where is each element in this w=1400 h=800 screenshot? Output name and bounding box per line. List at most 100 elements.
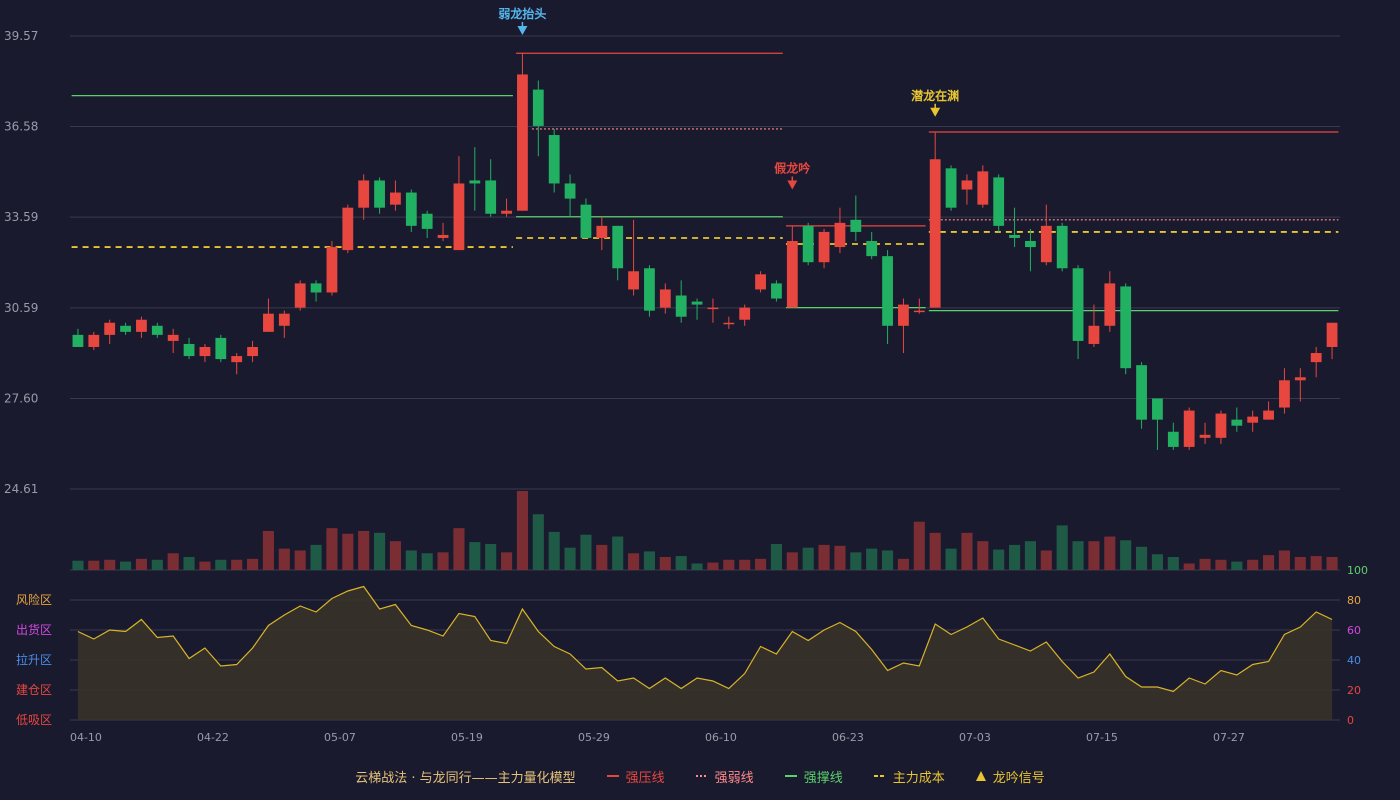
volume-bar — [310, 544, 322, 570]
legend-main-cost[interactable]: 主力成本 — [873, 767, 945, 786]
x-tick-label: 05-19 — [451, 731, 483, 744]
legend-label: 强撑线 — [803, 770, 843, 786]
candle-body — [834, 222, 846, 248]
volume-bar — [723, 559, 735, 570]
volume-bar — [199, 561, 211, 570]
price-tick-label: 27.60 — [4, 391, 38, 405]
volume-bar — [1024, 541, 1036, 570]
volume-bar — [358, 530, 370, 570]
x-tick-label: 07-03 — [959, 731, 991, 744]
volume-bar — [1247, 559, 1259, 570]
volume-bar — [1040, 550, 1052, 570]
volume-bar — [1151, 554, 1163, 570]
candlestick-chart: 39.57 36.58 33.59 30.59 27.60 24.61 风险区出货区拉升区建… — [4, 6, 1368, 744]
volume-bar — [151, 559, 163, 570]
volume-bar — [437, 552, 449, 570]
volume-bar — [707, 562, 719, 570]
candle-body — [1025, 241, 1036, 248]
candle-body — [755, 274, 766, 290]
volume-bar — [294, 550, 306, 570]
volume-bar — [961, 532, 973, 570]
oscillator-tick-label: 20 — [1347, 684, 1361, 697]
volume-bar — [1088, 541, 1100, 570]
volume-bar — [516, 491, 528, 570]
candle-body — [882, 256, 893, 326]
candle-body — [405, 192, 417, 226]
x-tick-label: 04-10 — [70, 731, 102, 744]
zone-label: 建仓区 — [16, 683, 52, 697]
volume-bar — [866, 548, 878, 570]
candle-body — [818, 231, 830, 263]
oscillator-line — [77, 585, 1333, 693]
volume-bar — [405, 550, 417, 570]
candle-body — [294, 283, 306, 308]
candle-body — [564, 183, 576, 199]
candle-body — [628, 271, 639, 290]
volume-bar — [231, 559, 243, 570]
candle-body — [771, 283, 782, 299]
candle-body — [723, 322, 735, 325]
candle-body — [691, 301, 703, 305]
price-tick-label: 24.61 — [4, 482, 38, 496]
volume-bar — [501, 552, 513, 570]
volume-bar — [135, 558, 147, 570]
candle-body — [1088, 325, 1100, 344]
legend-weak-pressure[interactable]: 强弱线 — [695, 767, 754, 786]
candle-body — [88, 334, 100, 347]
legend-dragon-signal[interactable]: 龙吟信号 — [975, 767, 1045, 786]
volume-bar — [374, 532, 386, 570]
candle-body — [1009, 234, 1020, 238]
legend-strong-support[interactable]: 强撑线 — [784, 767, 843, 786]
volume-bar — [612, 536, 624, 570]
volume-bar — [485, 543, 497, 570]
candle-body — [1152, 398, 1163, 420]
candle-body — [596, 225, 608, 238]
candle-body — [707, 307, 719, 310]
oscillator-tick-label: 80 — [1347, 594, 1361, 607]
candle-body — [278, 313, 290, 326]
volume-bar — [786, 552, 798, 570]
volume-bar — [120, 561, 132, 570]
candle-body — [659, 289, 671, 308]
candle-body — [786, 241, 798, 308]
candle-body — [263, 313, 274, 332]
solid-line-icon — [784, 775, 797, 777]
volume-bar — [215, 559, 227, 570]
volume-bar — [1263, 555, 1275, 570]
volume-bar — [929, 532, 941, 570]
candle-body — [945, 168, 957, 208]
legend-title: 云梯战法 · 与龙同行——主力量化模型 — [355, 770, 576, 786]
candle-body — [1136, 365, 1147, 420]
volume-bar — [262, 530, 274, 570]
candle-body — [532, 89, 544, 126]
dashed-line-icon — [873, 775, 886, 777]
oscillator-tick-label: 40 — [1347, 654, 1361, 667]
price-tick-label: 36.58 — [4, 120, 38, 134]
legend-label: 主力成本 — [892, 770, 945, 786]
oscillator-tick-label: 100 — [1347, 564, 1368, 577]
legend-strong-pressure[interactable]: 强压线 — [606, 767, 665, 786]
volume-bar — [88, 560, 100, 570]
chart-legend: 云梯战法 · 与龙同行——主力量化模型 强压线 强弱线 强撑线 主力成本 龙吟信… — [0, 762, 1400, 790]
volume-bar — [977, 541, 989, 570]
signal-marker — [517, 26, 528, 36]
triangle-icon — [975, 771, 986, 781]
legend-label: 强压线 — [625, 770, 665, 786]
candle-body — [1199, 434, 1211, 438]
candle-body — [977, 171, 989, 205]
candle-body — [517, 74, 528, 211]
zone-label: 拉升区 — [16, 652, 52, 667]
dotted-line-icon — [695, 775, 708, 777]
volume-bar — [1294, 556, 1306, 570]
volume-bar — [278, 548, 290, 570]
volume-bar — [755, 558, 767, 570]
volume-bar — [1009, 544, 1021, 570]
volume-bar — [532, 514, 544, 570]
volume-bar — [564, 547, 576, 570]
volume-bar — [72, 560, 84, 570]
price-tick-label: 33.59 — [4, 210, 38, 224]
candle-body — [1072, 268, 1084, 341]
legend-label: 强弱线 — [714, 770, 754, 786]
volume-bar — [1136, 546, 1148, 570]
candle-body — [548, 135, 560, 184]
